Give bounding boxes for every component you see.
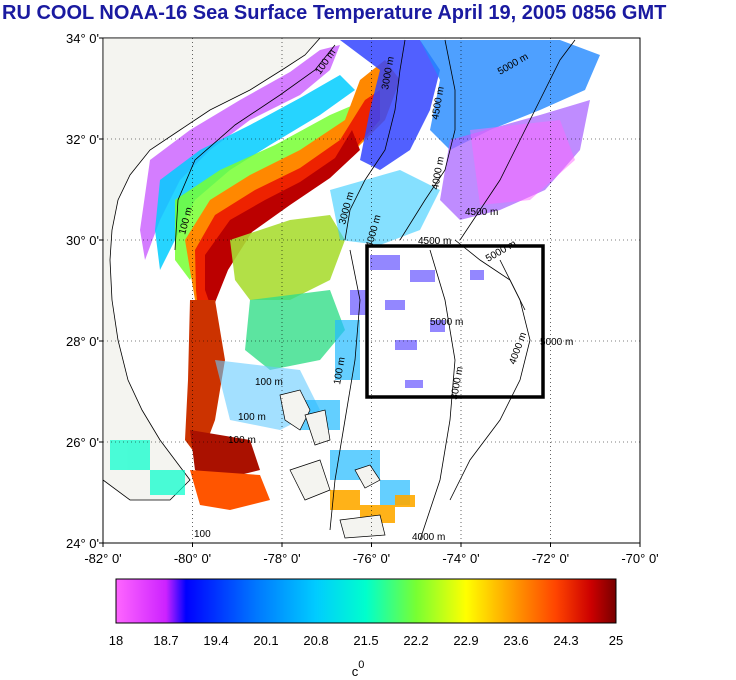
contour-label: 100 m [238, 412, 266, 423]
colorbar-tick-label: 25 [609, 633, 623, 648]
longitude-ticks: -82° 0' -80° 0' -78° 0' -76° 0' -74° 0' -72° … [84, 543, 659, 566]
lat-tick-label: 30° 0' [66, 233, 99, 248]
map-title: RU COOL NOAA-16 Sea Surface Temperature … [2, 2, 667, 24]
lat-tick-label: 26° 0' [66, 435, 99, 450]
contour-label: 4500 m [418, 236, 451, 247]
contour-label: 5000 m [540, 337, 573, 348]
contour-label: 100 m [332, 356, 348, 385]
contour-label: 100 m [255, 377, 283, 388]
lat-tick-label: 34° 0' [66, 31, 99, 46]
colorbar-tick-label: 24.3 [553, 633, 578, 648]
lon-tick-label: -76° 0' [353, 551, 390, 566]
lat-tick-label: 28° 0' [66, 334, 99, 349]
graticule [103, 38, 640, 543]
contour-label: 4000 m [412, 532, 445, 543]
sst-field [103, 38, 600, 541]
colorbar-tick-label: 22.9 [453, 633, 478, 648]
colorbar-tick-label: 21.5 [353, 633, 378, 648]
contour-label: 5000 m [430, 317, 463, 328]
colorbar-tick-label: 20.8 [303, 633, 328, 648]
colorbar-unit: c0 [352, 659, 365, 679]
contour-label: 100 m [228, 435, 256, 446]
colorbar-tick-label: 19.4 [203, 633, 228, 648]
lon-tick-label: -72° 0' [532, 551, 569, 566]
lat-tick-label: 24° 0' [66, 536, 99, 551]
contour-label: 100 [194, 529, 211, 540]
lon-tick-label: -80° 0' [174, 551, 211, 566]
lon-tick-label: -70° 0' [621, 551, 658, 566]
latitude-ticks: 34° 0' 32° 0' 30° 0' 28° 0' 26° 0' 24° 0' [66, 31, 103, 551]
lat-tick-label: 32° 0' [66, 132, 99, 147]
colorbar-ticks: 18 18.7 19.4 20.1 20.8 21.5 22.2 22.9 23.6 24.3 25 [109, 633, 623, 648]
contour-label: 4500 m [465, 207, 498, 218]
colorbar-tick-label: 20.1 [253, 633, 278, 648]
colorbar-tick-label: 23.6 [503, 633, 528, 648]
lon-tick-label: -74° 0' [442, 551, 479, 566]
study-area-box [365, 244, 545, 399]
colorbar-tick-label: 18.7 [153, 633, 178, 648]
colorbar [115, 578, 617, 624]
lon-tick-label: -78° 0' [263, 551, 300, 566]
colorbar-tick-label: 18 [109, 633, 123, 648]
lon-tick-label: -82° 0' [84, 551, 121, 566]
colorbar-tick-label: 22.2 [403, 633, 428, 648]
